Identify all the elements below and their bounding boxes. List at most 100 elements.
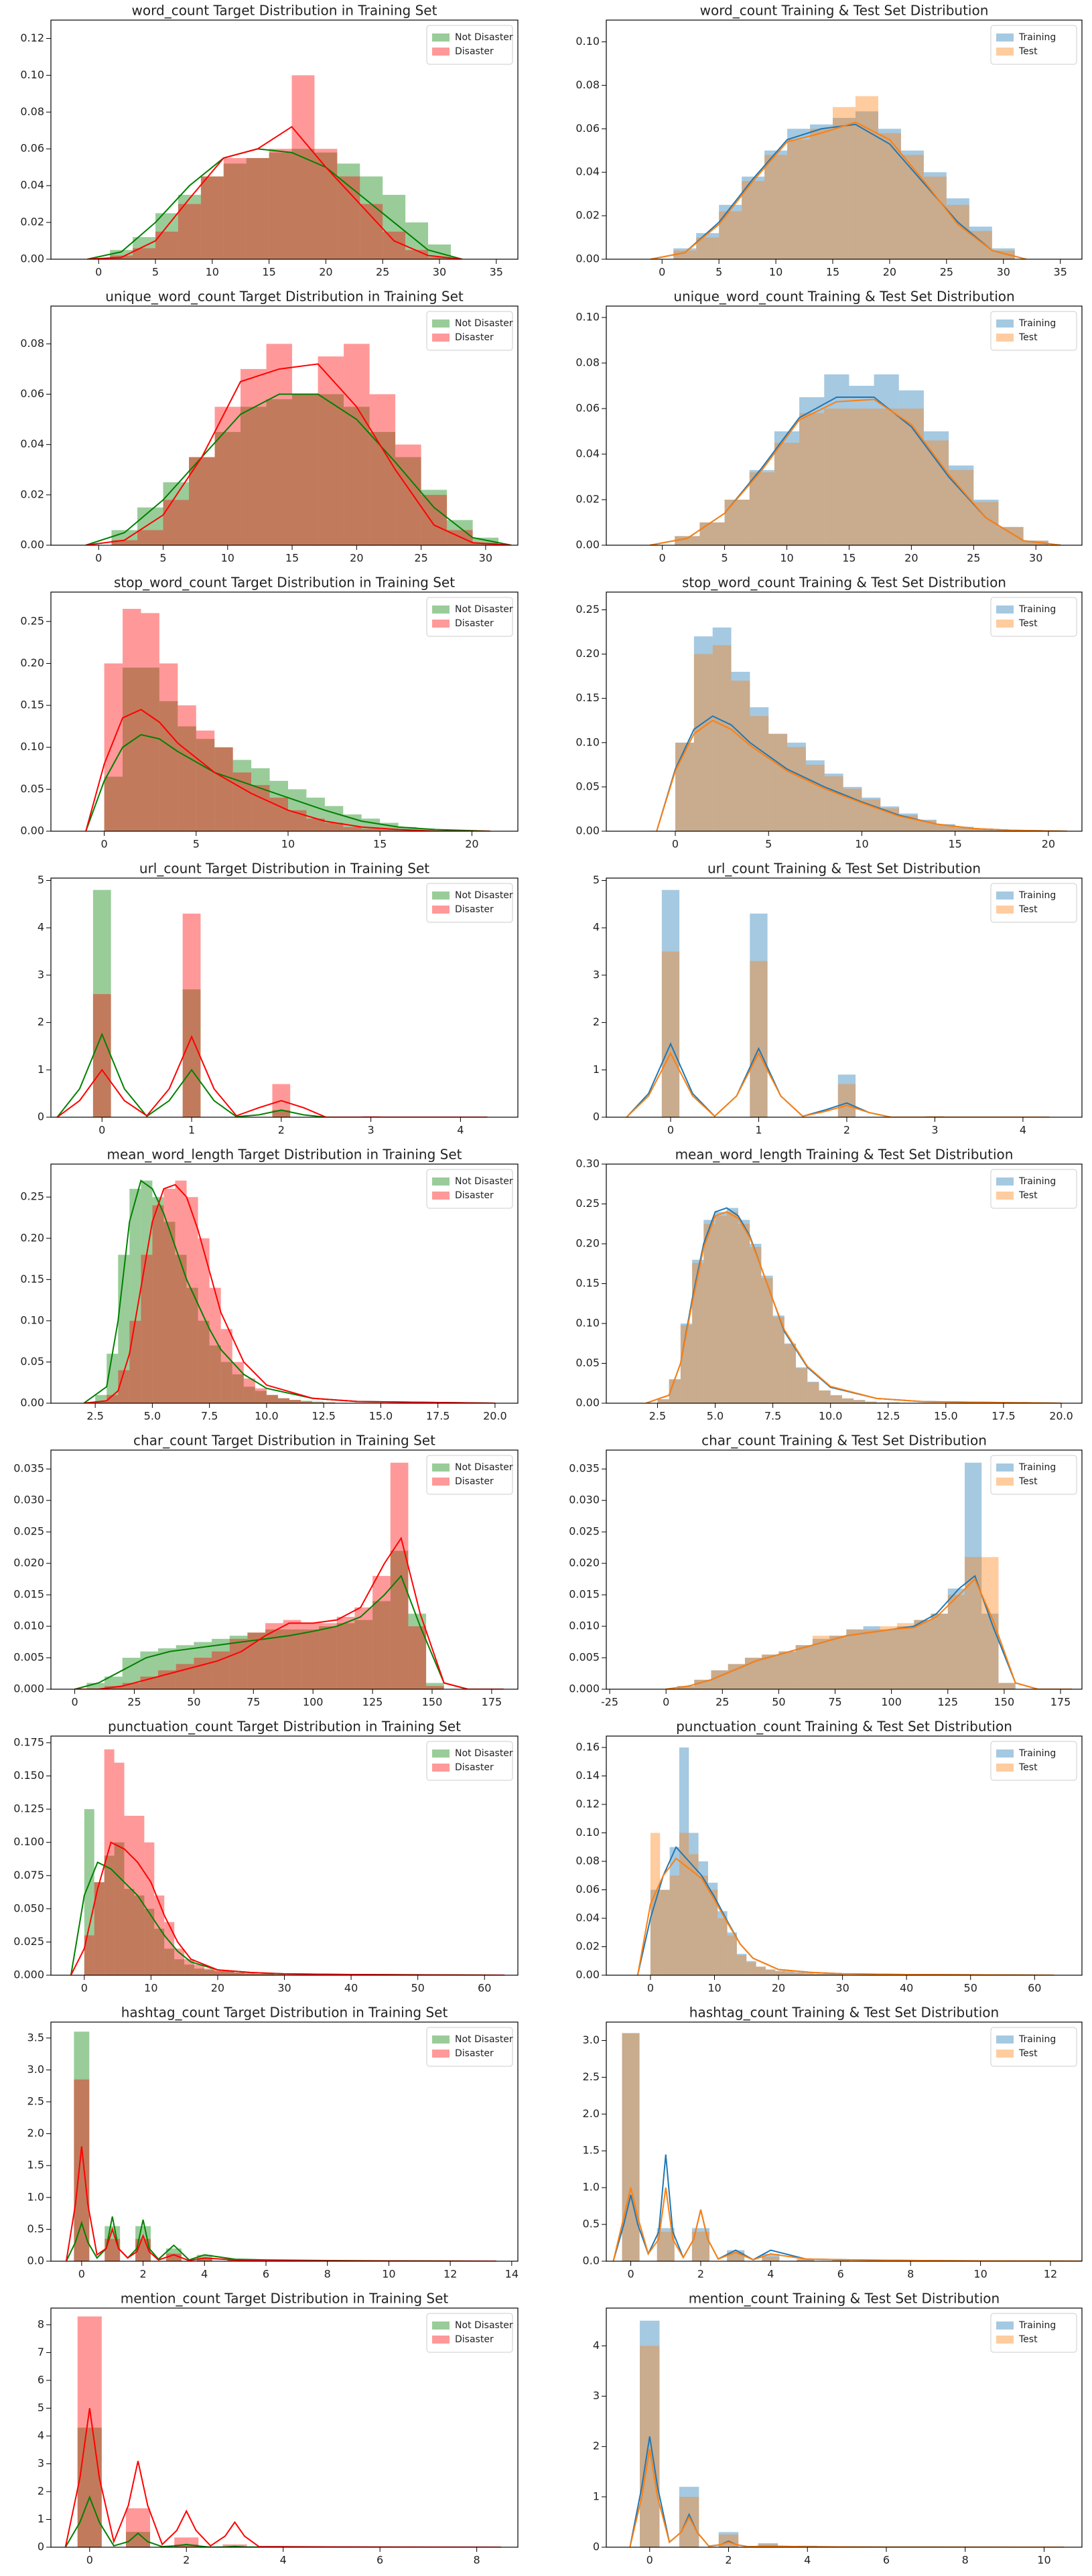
- x-tick-label: 30: [433, 266, 446, 279]
- y-tick-label: 0.020: [569, 1557, 600, 1569]
- x-tick-label: 10: [769, 266, 782, 279]
- chart-title: url_count Target Distribution in Trainin…: [139, 861, 429, 877]
- y-tick-label: 0.025: [569, 1525, 600, 1538]
- legend-label: Disaster: [455, 46, 494, 57]
- legend-label: Not Disaster: [455, 1748, 513, 1759]
- y-tick-label: 0.14: [575, 1769, 600, 1782]
- y-tick-label: 1.5: [583, 2144, 600, 2157]
- x-tick-label: 4: [1020, 1124, 1026, 1137]
- histogram-bar: [224, 1971, 234, 1975]
- histogram-bar: [715, 1216, 727, 1403]
- legend-label: Not Disaster: [455, 1176, 513, 1187]
- y-tick-label: 0.04: [575, 165, 600, 178]
- plot-area: [86, 609, 490, 831]
- x-tick-label: 8: [324, 2268, 331, 2281]
- histogram-bar: [214, 747, 232, 831]
- histogram-bar: [105, 663, 123, 831]
- histogram-bar: [849, 409, 874, 545]
- legend-box: [427, 2027, 513, 2066]
- y-tick-label: 0.25: [20, 1190, 44, 1203]
- plot-area: [666, 1463, 1072, 1689]
- histogram-bar: [762, 2257, 779, 2261]
- y-tick-label: 0.015: [569, 1588, 600, 1601]
- y-tick-label: 1: [593, 1063, 600, 1076]
- x-tick-label: 30: [277, 1982, 291, 1995]
- x-tick-label: 0: [100, 838, 107, 851]
- histogram-bar: [813, 1636, 829, 1689]
- y-tick-label: 0.10: [20, 1313, 44, 1326]
- histogram-bar: [163, 1189, 175, 1403]
- legend-label: Not Disaster: [455, 2034, 513, 2045]
- subplot: unique_word_count Target Distribution in…: [20, 289, 518, 565]
- x-tick-label: 10: [206, 266, 219, 279]
- x-tick-label: 60: [478, 1982, 491, 1995]
- histogram-bar: [265, 1623, 283, 1689]
- x-tick-label: 4: [767, 2268, 774, 2281]
- y-tick-label: 0.5: [583, 2218, 600, 2230]
- histogram-bar: [799, 413, 824, 545]
- y-tick-label: 0.035: [569, 1462, 600, 1475]
- y-tick-label: 6: [38, 2373, 44, 2386]
- x-tick-label: 175: [1050, 1696, 1071, 1709]
- y-tick-label: 2.5: [583, 2070, 600, 2083]
- x-tick-label: 100: [303, 1696, 324, 1709]
- histogram-bar: [221, 1329, 232, 1403]
- x-tick-label: 10: [973, 2268, 987, 2281]
- histogram-bar: [267, 344, 293, 545]
- y-tick-label: 0.02: [575, 209, 600, 222]
- y-tick-label: 0.100: [13, 1835, 44, 1848]
- y-tick-label: 0.04: [575, 447, 600, 460]
- y-tick-label: 2: [593, 2439, 600, 2452]
- kde-line: [626, 1054, 1049, 1117]
- plot-area: [626, 890, 1049, 1117]
- y-tick-label: 0: [38, 1111, 44, 1123]
- legend-label: Disaster: [455, 2334, 494, 2345]
- y-tick-label: 1: [38, 1063, 44, 1076]
- x-tick-label: 10: [855, 838, 868, 851]
- y-tick-label: 0.075: [13, 1869, 44, 1881]
- histogram-bar: [204, 1969, 214, 1975]
- histogram-bar: [787, 140, 810, 260]
- x-tick-label: 50: [411, 1982, 424, 1995]
- subplot: url_count Target Distribution in Trainin…: [38, 861, 518, 1137]
- histogram-bar: [703, 1224, 715, 1403]
- histogram-bar: [395, 445, 421, 545]
- x-tick-label: 125: [938, 1696, 959, 1709]
- histogram-bar: [864, 1630, 880, 1689]
- histogram-bar: [737, 1955, 746, 1975]
- subplot: unique_word_count Training & Test Set Di…: [575, 289, 1082, 565]
- x-tick-label: 6: [377, 2554, 383, 2567]
- histogram-bar: [778, 1652, 795, 1689]
- x-tick-label: 20: [904, 552, 918, 565]
- x-tick-label: 150: [994, 1696, 1015, 1709]
- histogram-bar: [74, 2080, 89, 2261]
- x-tick-label: 2: [725, 2554, 732, 2567]
- histogram-bar: [899, 409, 924, 545]
- x-tick-label: 50: [964, 1982, 977, 1995]
- x-tick-label: 5: [715, 266, 722, 279]
- legend-swatch: [996, 1749, 1014, 1758]
- y-tick-label: 0.06: [575, 402, 600, 415]
- x-tick-label: 35: [490, 266, 503, 279]
- y-tick-label: 0.000: [569, 1683, 600, 1695]
- histogram-bar: [694, 1680, 711, 1689]
- legend-swatch: [432, 1463, 450, 1472]
- histogram-bar: [134, 1816, 144, 1975]
- chart-title: stop_word_count Target Distribution in T…: [114, 575, 455, 591]
- legend-box: [427, 597, 513, 636]
- x-tick-label: 15: [948, 838, 961, 851]
- y-tick-label: 5: [593, 873, 600, 886]
- x-tick-label: 35: [1054, 266, 1067, 279]
- histogram-bar: [838, 1084, 856, 1117]
- plot-area: [657, 628, 1067, 831]
- legend-swatch: [996, 1177, 1014, 1186]
- x-tick-label: 6: [263, 2268, 269, 2281]
- histogram-bar: [750, 716, 768, 831]
- legend-label: Training: [1018, 1462, 1056, 1473]
- histogram-bar: [283, 1620, 301, 1689]
- y-tick-label: 0.15: [575, 691, 600, 704]
